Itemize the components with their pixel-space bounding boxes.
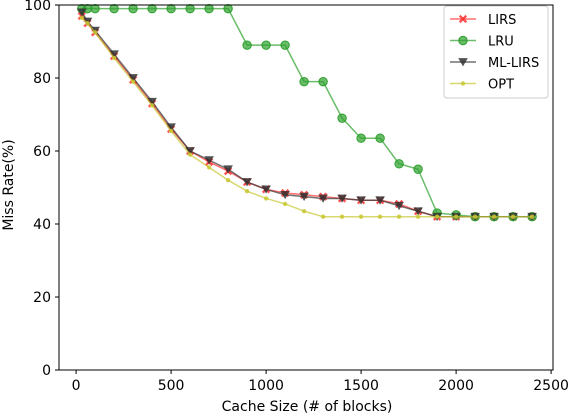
data-point [263,196,269,201]
x-tick-label: 1000 [248,378,284,394]
data-point [109,50,119,59]
legend-entry-lru: LRU [450,35,514,50]
data-point [225,178,231,183]
data-point [185,147,195,156]
plot-frame [58,4,554,371]
data-point [318,194,328,203]
data-point [166,3,176,14]
data-point [337,113,347,123]
data-point [92,30,98,35]
data-point [299,192,309,201]
legend-marker [458,14,468,24]
data-point [90,3,100,14]
data-point [85,21,90,26]
data-point [320,214,326,219]
series-opt [79,15,535,219]
y-tick-label: 20 [33,290,51,306]
data-point [130,79,136,84]
data-point [415,214,421,219]
data-point [396,214,402,219]
x-tick-label: 0 [72,378,81,394]
data-point [491,214,497,219]
data-point [280,40,290,50]
data-point [261,40,271,50]
data-point [356,133,366,143]
legend-entry-opt: OPT [450,78,514,93]
x-tick-label: 2500 [533,378,569,394]
legend-label: ML-LIRS [488,56,539,71]
y-tick-label: 60 [33,144,51,160]
legend-entry-lirs: LIRS [450,13,516,28]
data-point [339,214,345,219]
data-point [318,76,328,87]
data-point [337,194,347,203]
data-point [394,201,404,211]
legend-marker [458,35,468,46]
data-point [299,76,309,87]
data-point [413,207,423,216]
x-axis-label: Cache Size (# of blocks) [222,399,393,414]
data-point [77,8,87,17]
data-point [111,55,117,61]
data-point [244,188,250,194]
data-point [261,185,271,194]
legend-label: LIRS [488,13,516,28]
data-point [79,15,85,20]
data-point [280,190,290,200]
data-point [204,156,214,165]
x-tick-label: 500 [158,378,185,394]
data-point [206,165,212,170]
axes: 0 500 1000 1500 2000 2500 0 20 40 60 80 100 [24,0,569,394]
data-point [282,201,288,207]
data-point [510,214,516,219]
legend-box [443,5,549,99]
data-point [128,74,138,83]
legend-label: LRU [488,35,514,50]
data-point [109,3,119,14]
data-point [375,196,385,205]
data-point [453,214,459,219]
legend-label: OPT [488,78,514,93]
data-point [358,214,364,219]
legend-entry-ml-lirs: ML-LIRS [450,56,539,71]
data-point [187,152,193,157]
data-point [242,40,252,50]
y-tick-label: 80 [33,71,51,87]
data-point [472,214,478,219]
series-line [81,17,533,218]
data-point [166,123,176,132]
plot-area [77,3,537,222]
legend-marker [460,81,466,86]
data-point [185,3,195,14]
legend-marker [458,58,468,67]
y-tick-label: 40 [33,217,51,233]
legend: LIRS LRU ML-LIRS OPT [443,5,549,99]
data-point [394,159,404,169]
data-point [147,97,157,107]
data-point [377,214,383,219]
data-point [375,133,385,143]
data-point [413,164,423,174]
data-point [128,3,138,14]
data-point [223,3,233,14]
data-point [147,3,157,14]
data-point [242,178,252,187]
data-point [223,165,233,174]
y-tick-label: 0 [42,363,51,379]
y-axis-label: Miss Rate(%) [1,139,17,230]
data-point [529,214,535,219]
data-point [434,214,440,219]
data-point [168,128,174,134]
y-tick-label: 100 [24,0,51,14]
x-tick-label: 1500 [343,378,379,394]
data-point [149,103,155,108]
data-point [204,3,214,14]
data-point [356,196,366,205]
data-point [301,209,307,214]
x-tick-label: 2000 [438,378,474,394]
